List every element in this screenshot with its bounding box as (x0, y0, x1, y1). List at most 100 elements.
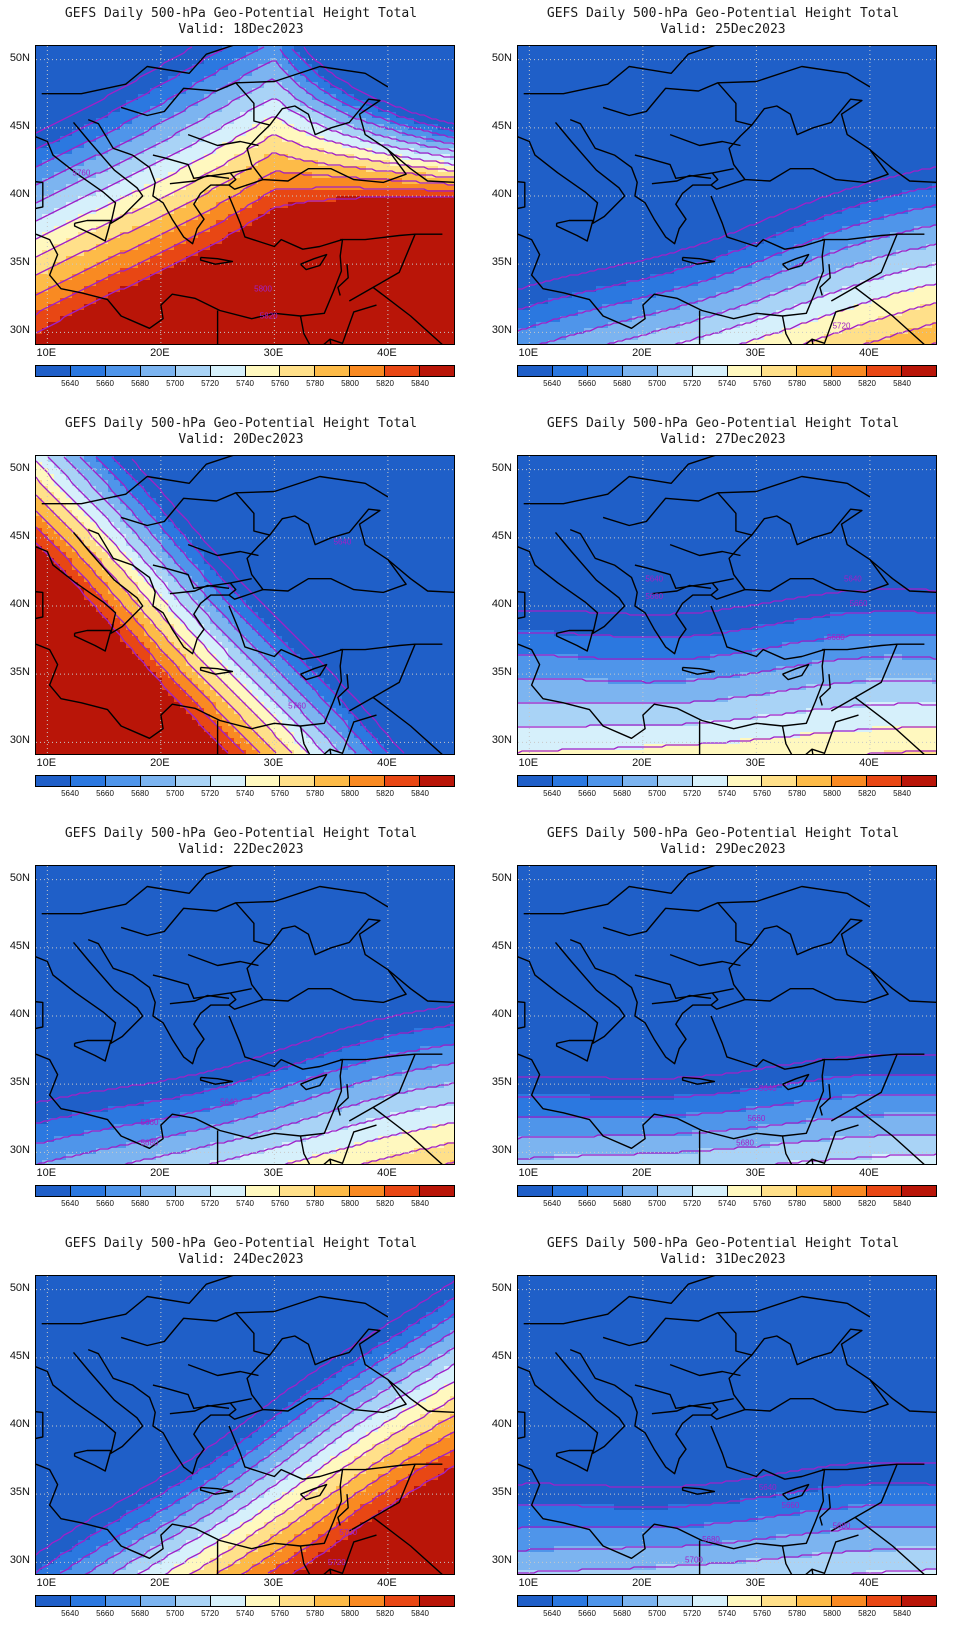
colorbar-label: 5740 (230, 379, 260, 388)
colorbar-label: 5700 (160, 379, 190, 388)
latitude-label: 40N (0, 598, 30, 610)
coastline (87, 918, 407, 1065)
contour-label: 5680 (702, 1535, 720, 1544)
map-panel: GEFS Daily 500-hPa Geo-Potential Height … (482, 1230, 964, 1640)
contour-line (518, 680, 936, 704)
colorbar-label: 5660 (572, 789, 602, 798)
colorbar-swatch (245, 1186, 281, 1196)
coastline (781, 1545, 814, 1574)
colorbar-swatch (280, 776, 316, 786)
contour-line (59, 1313, 454, 1574)
contour-label: 5760 (288, 701, 306, 710)
colorbar-label: 5780 (782, 1199, 812, 1208)
colorbar-swatch (622, 776, 658, 786)
colorbar-swatch (385, 1186, 421, 1196)
coastline (518, 605, 826, 739)
coastline (651, 1404, 712, 1415)
latitude-label: 30N (0, 1144, 30, 1156)
colorbar-swatch (518, 776, 553, 786)
coastline (120, 492, 270, 536)
coastline (854, 643, 898, 699)
colorbar-label: 5700 (642, 1199, 672, 1208)
coastline (518, 1015, 826, 1149)
colorbar-swatch (762, 366, 798, 376)
coastline (681, 256, 716, 265)
colorbar-swatch (140, 1596, 176, 1606)
panel-title: GEFS Daily 500-hPa Geo-Potential Height … (482, 826, 964, 842)
colorbar-swatch (762, 1186, 798, 1196)
coastline (372, 643, 416, 699)
colorbar-swatch (315, 1596, 351, 1606)
contour-line (111, 456, 389, 754)
contour-line (47, 456, 325, 754)
colorbar-label: 5800 (817, 789, 847, 798)
colorbar-label: 5840 (887, 1199, 917, 1208)
contour-line (216, 1415, 454, 1574)
latitude-label: 30N (482, 1554, 512, 1566)
colorbar-swatch (315, 1186, 351, 1196)
contour-label: 5720 (833, 321, 851, 330)
coastline (329, 1124, 377, 1164)
coastline (811, 1534, 859, 1574)
colorbar-swatch (140, 366, 176, 376)
latitude-label: 40N (482, 598, 512, 610)
coastline (555, 1449, 594, 1472)
coastline (235, 885, 389, 908)
map-area: 5640 5660 5680 (35, 865, 455, 1165)
coastline (782, 663, 810, 681)
longitude-label: 40E (367, 1167, 407, 1179)
colorbar-swatch (315, 776, 351, 786)
contour-line (36, 1043, 454, 1144)
panel-valid-date: Valid: 27Dec2023 (482, 432, 964, 448)
coastline (329, 1534, 377, 1574)
colorbar-label: 5760 (747, 1199, 777, 1208)
colorbar-swatch (280, 366, 316, 376)
colorbar-swatch (587, 366, 623, 376)
coastline (337, 674, 349, 706)
longitude-label: 10E (26, 347, 66, 359)
latitude-label: 35N (482, 666, 512, 678)
longitude-label: 20E (140, 757, 180, 769)
coastline (782, 1483, 810, 1501)
contour-line (866, 750, 936, 754)
longitude-label: 20E (622, 347, 662, 359)
contour-line (36, 510, 261, 754)
colorbar-label: 5780 (300, 1609, 330, 1618)
coastline (228, 992, 237, 1006)
longitude-label: 10E (508, 757, 548, 769)
coastline (187, 1363, 259, 1377)
colorbar (517, 1595, 937, 1607)
contour-line (36, 1297, 454, 1574)
colorbar-swatch (692, 776, 728, 786)
colorbar-label: 5740 (712, 379, 742, 388)
map-panel: GEFS Daily 500-hPa Geo-Potential Height … (0, 820, 482, 1230)
coastline (300, 253, 328, 271)
contour-line (518, 1094, 936, 1118)
latitude-label: 45N (0, 120, 30, 132)
coastline (555, 1039, 594, 1062)
coastline (822, 1463, 925, 1471)
contour-label: 5640 (645, 574, 663, 583)
coastline (651, 994, 712, 1005)
coastline (120, 1312, 270, 1356)
coastline (710, 172, 719, 186)
contour-line (279, 48, 454, 139)
coastline (337, 264, 349, 296)
colorbar-swatch (36, 1186, 71, 1196)
coastline (41, 46, 234, 95)
longitude-label: 20E (140, 347, 180, 359)
colorbar-label: 5780 (782, 379, 812, 388)
colorbar-swatch (385, 366, 421, 376)
latitude-label: 45N (0, 530, 30, 542)
colorbar-swatch (350, 366, 386, 376)
coastline (73, 219, 112, 242)
coastline (523, 866, 716, 915)
latitude-label: 30N (0, 1554, 30, 1566)
coastline (199, 1076, 234, 1085)
latitude-label: 50N (482, 52, 512, 64)
coastline (299, 1545, 332, 1574)
colorbar-swatch (140, 776, 176, 786)
coastline (869, 149, 936, 184)
longitude-label: 20E (140, 1577, 180, 1589)
latitude-label: 30N (482, 1144, 512, 1156)
